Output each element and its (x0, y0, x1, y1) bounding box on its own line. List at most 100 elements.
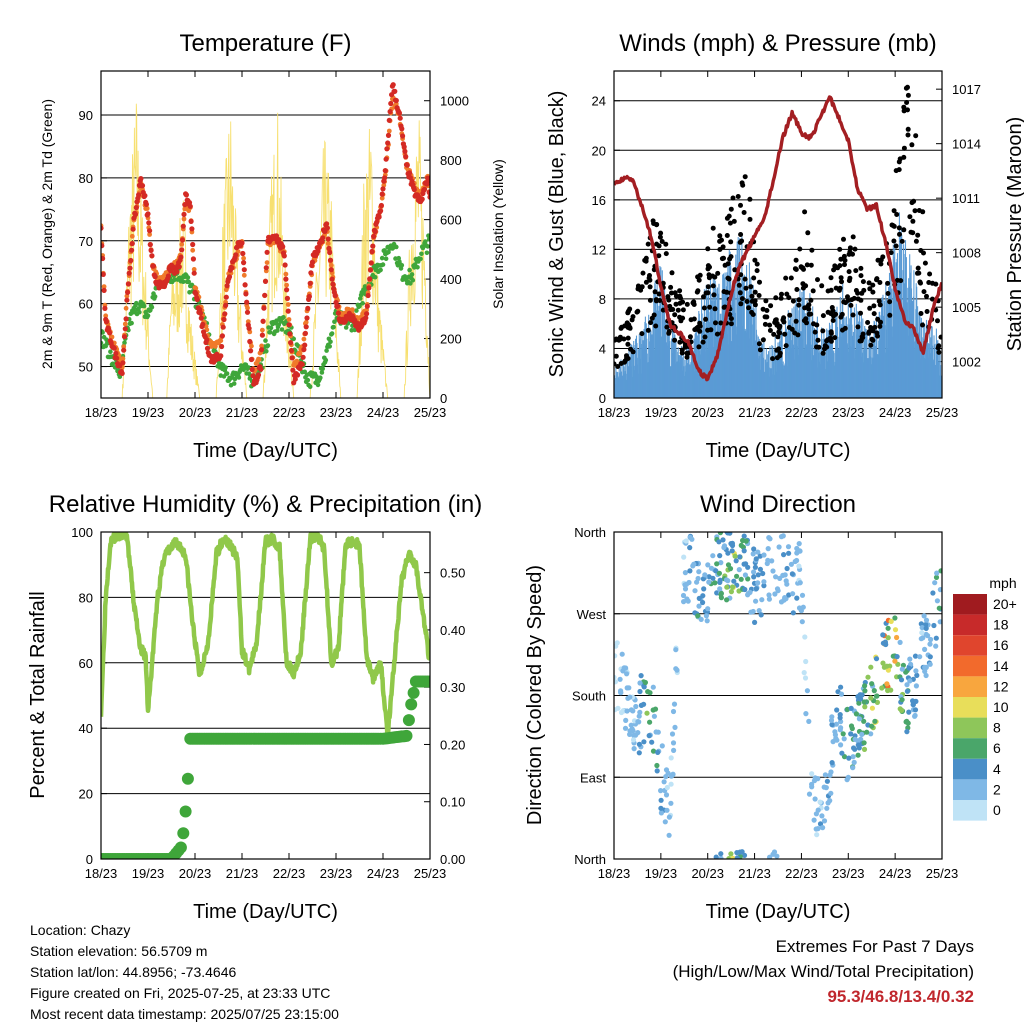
x-tick-label: 24/23 (367, 405, 400, 420)
dewpoint-point (343, 325, 349, 330)
t2m-point (244, 299, 250, 305)
t9m-point (218, 338, 224, 344)
gust-point (707, 304, 713, 310)
gust-point (700, 339, 706, 345)
gust-point (786, 325, 792, 330)
gust-point (936, 349, 942, 355)
direction-point (741, 548, 747, 554)
rainfall-point (177, 827, 190, 840)
t2m-point (281, 253, 287, 259)
direction-point (624, 671, 630, 677)
direction-point (764, 560, 770, 567)
direction-point (884, 681, 890, 687)
direction-point (868, 695, 874, 701)
extremes-heading: Extremes For Past 7 Days (775, 937, 974, 956)
gust-point (867, 305, 873, 311)
t2m-point (309, 259, 316, 265)
t2m-point (371, 233, 377, 239)
direction-point (745, 564, 751, 570)
t2m-point (392, 88, 398, 94)
dewpoint-point (318, 375, 323, 381)
gust-point (736, 282, 742, 288)
gust-point (625, 341, 631, 347)
gust-point (657, 234, 663, 240)
direction-point (704, 618, 710, 624)
gust-point (913, 133, 919, 139)
gust-point (938, 334, 942, 340)
gust-point (926, 280, 932, 285)
t2m-point (122, 326, 128, 332)
gust-point (819, 283, 825, 289)
dewpoint-point (231, 381, 237, 386)
direction-point (918, 636, 924, 642)
gust-point (904, 100, 910, 105)
gust-point (779, 291, 784, 297)
y-tick-label: 20 (592, 143, 606, 158)
gust-point (752, 298, 758, 304)
direction-point (670, 772, 676, 778)
gust-point (659, 239, 665, 244)
direction-point (933, 643, 939, 649)
gust-point (815, 337, 821, 343)
gust-point (657, 298, 663, 303)
chart-title: Relative Humidity (%) & Precipitation (i… (49, 491, 482, 518)
direction-point (755, 549, 761, 555)
gust-point (742, 174, 748, 180)
t2m-point (304, 315, 310, 321)
direction-point (833, 721, 840, 727)
direction-point (737, 849, 743, 855)
direction-point (923, 622, 929, 628)
t9m-point (260, 327, 265, 333)
gust-point (842, 262, 847, 268)
direction-point (862, 683, 868, 689)
t2m-point (262, 278, 269, 284)
gust-point (728, 239, 734, 245)
direction-point (700, 576, 707, 582)
gust-point (695, 324, 701, 330)
plot-frame (100, 70, 431, 399)
gust-point (666, 329, 672, 334)
gust-point (808, 297, 814, 303)
direction-point (730, 855, 736, 859)
gust-point (841, 299, 847, 305)
gust-point (800, 281, 806, 287)
t2m-point (297, 366, 303, 372)
t2m-point (246, 325, 252, 331)
direction-point (838, 691, 845, 697)
y-tick-right-label: 0 (440, 391, 447, 406)
direction-point (710, 553, 716, 559)
gust-point (672, 312, 678, 318)
direction-point (927, 661, 933, 667)
direction-point (614, 643, 619, 649)
direction-point (635, 719, 641, 725)
direction-point (892, 627, 899, 633)
t2m-point (124, 297, 130, 303)
direction-point (869, 705, 876, 711)
direction-point (636, 713, 642, 719)
t2m-point (224, 283, 230, 289)
t2m-point (259, 332, 265, 338)
direction-point (659, 743, 665, 749)
direction-point (766, 596, 773, 602)
direction-point (796, 563, 802, 569)
gust-point (629, 317, 635, 323)
t2m-point (366, 285, 372, 291)
gust-point (695, 288, 701, 294)
t2m-point (119, 370, 125, 376)
dewpoint-point (323, 357, 329, 363)
y-tick-label: 60 (79, 656, 93, 671)
direction-point (883, 641, 889, 648)
legend-swatch (953, 655, 987, 677)
direction-point (790, 591, 796, 597)
legend-swatch (953, 779, 987, 800)
t2m-point (388, 100, 394, 107)
t2m-point (327, 249, 333, 256)
y-tick-label: 50 (79, 360, 93, 375)
direction-point (815, 807, 821, 813)
gust-point (810, 288, 816, 294)
direction-point (794, 545, 800, 552)
gust-point (752, 302, 758, 308)
direction-point (623, 717, 629, 724)
t2m-point (121, 334, 128, 340)
dewpoint-point (246, 365, 251, 370)
